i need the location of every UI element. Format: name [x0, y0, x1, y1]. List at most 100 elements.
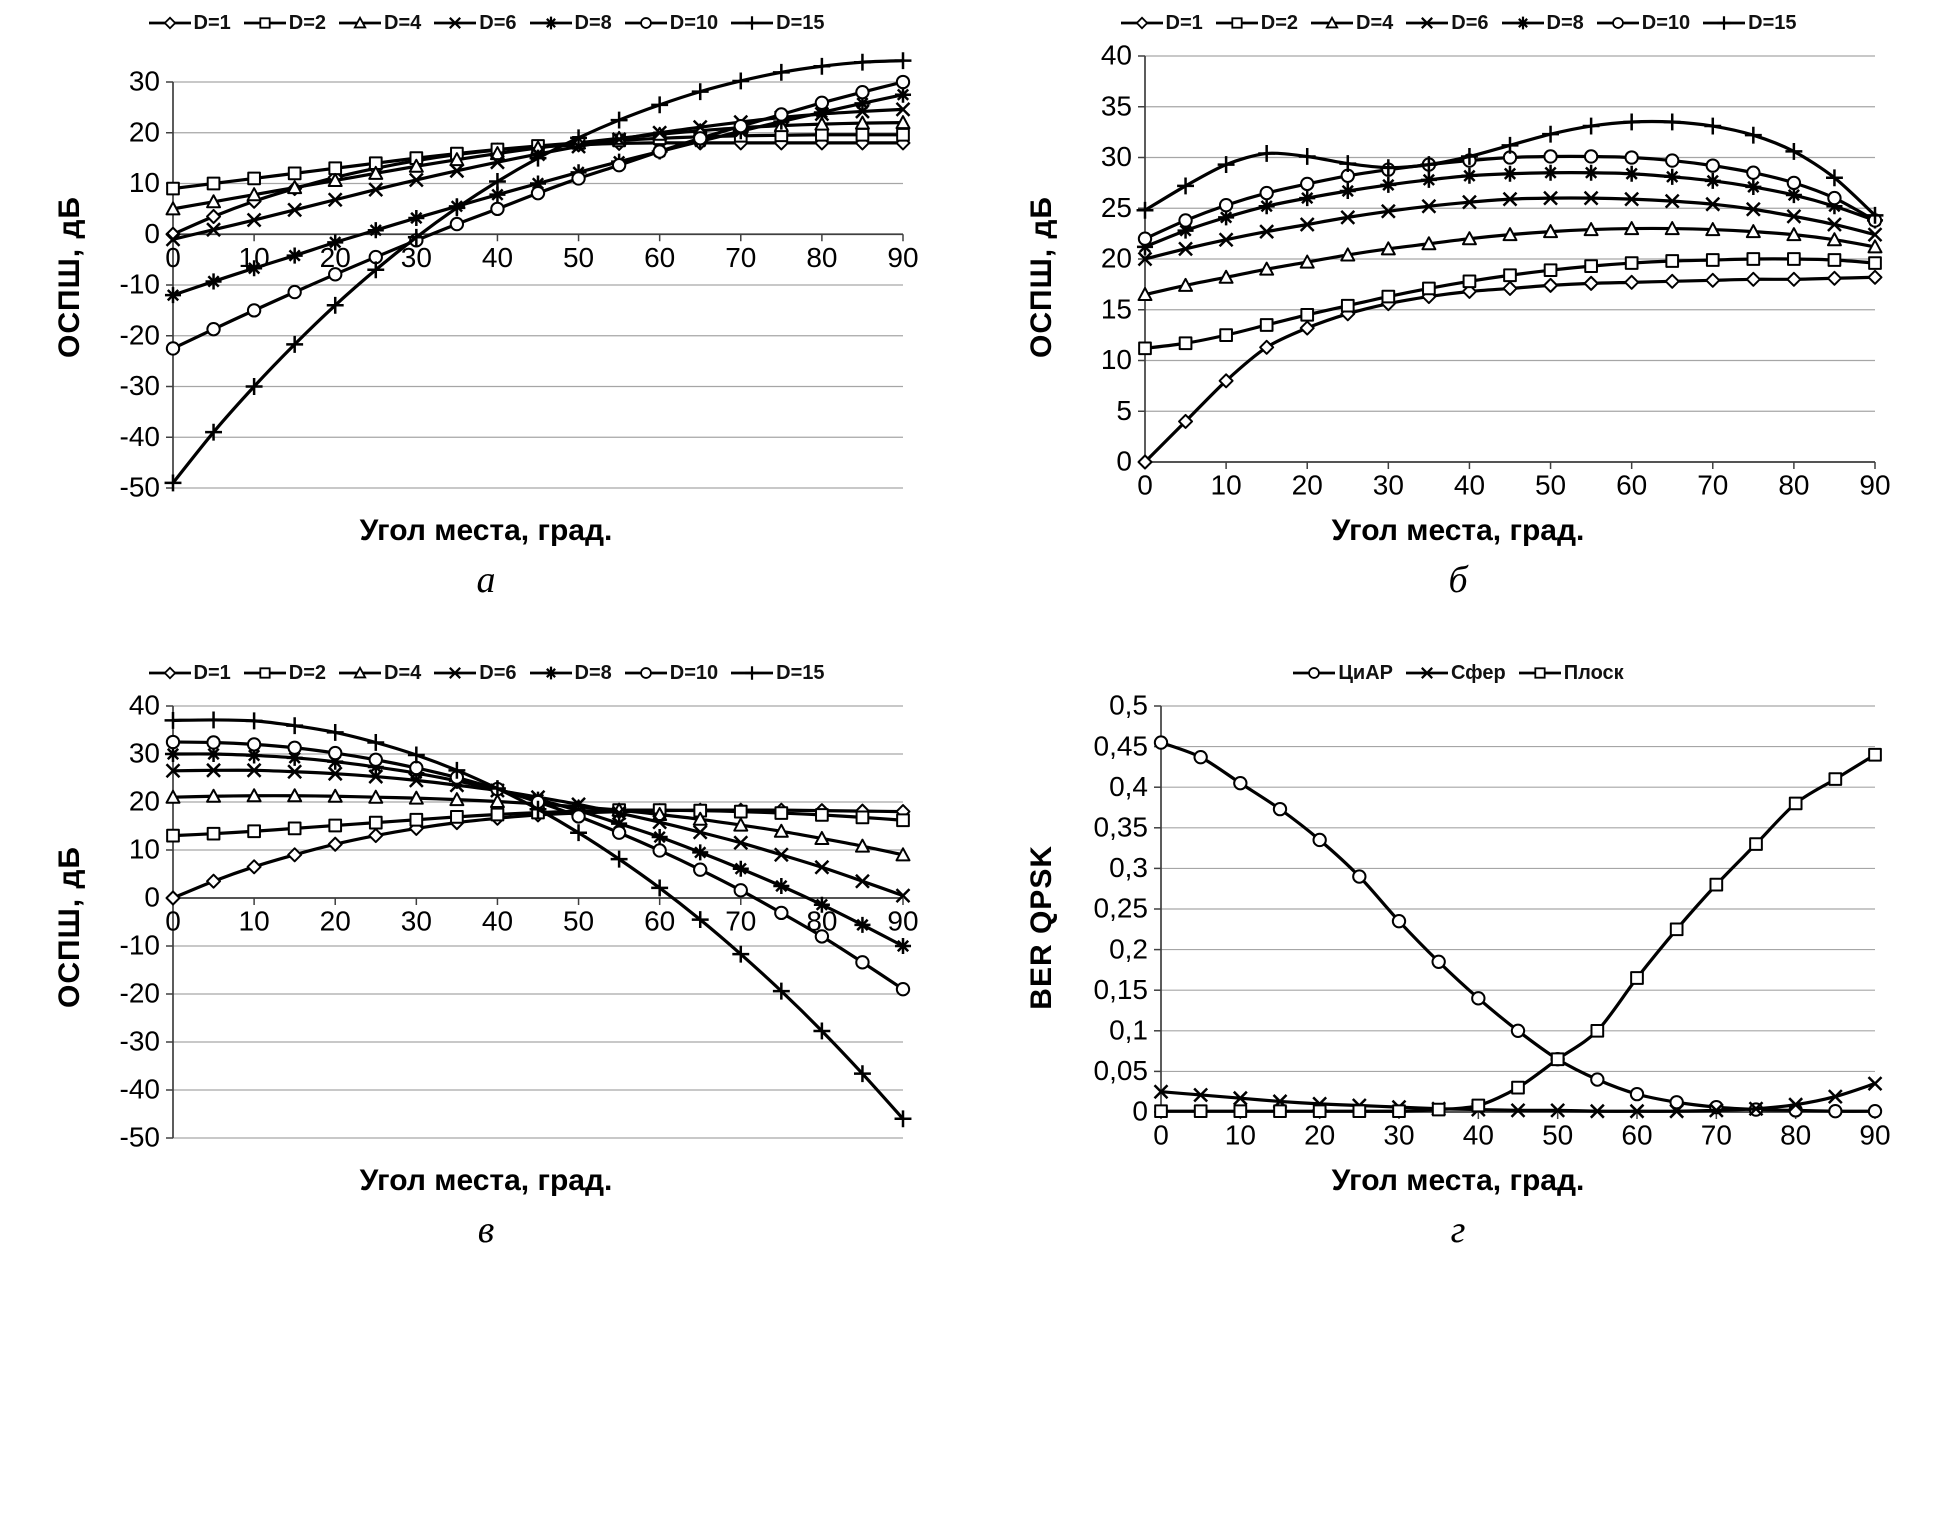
- legend-label: D=4: [384, 11, 422, 34]
- legend-item: D=1: [147, 661, 231, 685]
- legend-item: D=4: [338, 12, 421, 35]
- plot-area: [89, 692, 919, 1162]
- legend-label: D=4: [1356, 11, 1394, 34]
- legend-label: D=10: [669, 661, 719, 684]
- plot-row: BER QPSK: [1025, 692, 1891, 1162]
- legend-label: D=1: [193, 661, 231, 684]
- legend-label: D=2: [288, 11, 326, 34]
- asterisk-marker-icon: [528, 14, 573, 32]
- square-marker-icon: [242, 664, 287, 682]
- plus-marker-icon: [1702, 14, 1747, 32]
- y-axis-title: ОСПШ, дБ: [53, 196, 86, 358]
- triangle-marker-icon: [338, 14, 382, 32]
- diamond-marker-icon: [147, 14, 192, 32]
- x-marker-icon: [1405, 14, 1450, 32]
- subplot-a: D=1 D=2 D=4 D=6 D=8 D=10 D=15 ОСПШ, дБ Угол ме…: [0, 6, 972, 656]
- legend-label: D=10: [1641, 11, 1691, 34]
- legend-label: D=6: [479, 661, 517, 684]
- legend-item: Плоск: [1517, 661, 1624, 685]
- asterisk-marker-icon: [1500, 14, 1545, 32]
- y-axis-title: ОСПШ, дБ: [53, 846, 86, 1008]
- legend-item: D=8: [528, 661, 612, 685]
- legend-item: D=6: [433, 661, 517, 685]
- legend-item: D=10: [1595, 11, 1691, 35]
- circle-marker-icon: [1292, 664, 1337, 682]
- subplot-caption: б: [1448, 559, 1468, 601]
- x-marker-icon: [433, 664, 478, 682]
- legend-label: D=2: [1260, 11, 1298, 34]
- legend-label: D=15: [1748, 11, 1797, 34]
- x-axis-title: Угол места, град.: [359, 1164, 613, 1197]
- x-axis-title: Угол места, град.: [1331, 514, 1585, 547]
- triangle-marker-icon: [338, 664, 382, 682]
- legend-item: D=6: [433, 11, 517, 35]
- legend-item: D=2: [242, 661, 326, 685]
- subplot-caption: а: [476, 559, 496, 601]
- figure-grid: D=1 D=2 D=4 D=6 D=8 D=10 D=15 ОСПШ, дБ Угол ме…: [0, 6, 1944, 1306]
- y-axis-title: BER QPSK: [1025, 844, 1058, 1010]
- legend-item: D=10: [623, 661, 719, 685]
- plot-row: ОСПШ, дБ: [53, 42, 919, 512]
- legend-item: D=2: [242, 11, 326, 35]
- asterisk-marker-icon: [528, 664, 573, 682]
- legend-item: D=2: [1214, 11, 1298, 35]
- plot-area: [89, 42, 919, 512]
- plus-marker-icon: [730, 14, 775, 32]
- square-marker-icon: [1517, 664, 1562, 682]
- plot-area: [1061, 692, 1891, 1162]
- legend-item: Сфер: [1405, 662, 1506, 685]
- square-marker-icon: [242, 14, 287, 32]
- legend-label: D=1: [193, 11, 231, 34]
- x-axis-title: Угол места, град.: [1331, 1164, 1585, 1197]
- subplot-b: D=1 D=2 D=4 D=6 D=8 D=10 D=15 ОСПШ, дБ Угол ме…: [972, 6, 1944, 656]
- legend-label: Плоск: [1563, 661, 1624, 684]
- legend-label: D=1: [1165, 11, 1203, 34]
- x-marker-icon: [433, 14, 478, 32]
- legend-item: D=4: [338, 662, 421, 685]
- plus-marker-icon: [730, 664, 775, 682]
- plot-row: ОСПШ, дБ: [53, 692, 919, 1162]
- circle-marker-icon: [623, 664, 668, 682]
- y-axis-title: ОСПШ, дБ: [1025, 196, 1058, 358]
- plot-area: [1061, 42, 1891, 512]
- legend-item: D=1: [147, 11, 231, 35]
- square-marker-icon: [1214, 14, 1259, 32]
- subplot-v: D=1 D=2 D=4 D=6 D=8 D=10 D=15 ОСПШ, дБ Угол ме…: [0, 656, 972, 1306]
- subplot-g: ЦиАР Сфер Плоск BER QPSK Угол места, град.…: [972, 656, 1944, 1306]
- subplot-caption: г: [1450, 1209, 1466, 1251]
- legend-label: Сфер: [1451, 661, 1506, 684]
- legend-label: D=6: [479, 11, 517, 34]
- legend-label: D=8: [574, 661, 612, 684]
- legend-item: D=4: [1310, 12, 1393, 35]
- legend: D=1 D=2 D=4 D=6 D=8 D=10 D=15: [147, 656, 825, 690]
- circle-marker-icon: [623, 14, 668, 32]
- legend-item: D=1: [1119, 11, 1203, 35]
- diamond-marker-icon: [1119, 14, 1164, 32]
- legend-label: D=8: [1546, 11, 1584, 34]
- legend-item: D=15: [730, 661, 825, 685]
- legend: D=1 D=2 D=4 D=6 D=8 D=10 D=15: [147, 6, 825, 40]
- legend-item: D=15: [730, 11, 825, 35]
- x-axis-title: Угол места, град.: [359, 514, 613, 547]
- legend-label: D=8: [574, 11, 612, 34]
- x-marker-icon: [1405, 664, 1449, 682]
- legend-label: D=10: [669, 11, 719, 34]
- plot-row: ОСПШ, дБ: [1025, 42, 1891, 512]
- legend-item: D=6: [1405, 11, 1489, 35]
- legend: ЦиАР Сфер Плоск: [1292, 656, 1624, 690]
- legend-label: D=15: [776, 661, 825, 684]
- diamond-marker-icon: [147, 664, 192, 682]
- legend: D=1 D=2 D=4 D=6 D=8 D=10 D=15: [1119, 6, 1797, 40]
- legend-item: D=8: [1500, 11, 1584, 35]
- legend-label: D=2: [288, 661, 326, 684]
- legend-item: D=15: [1702, 11, 1797, 35]
- legend-label: ЦиАР: [1338, 661, 1393, 684]
- circle-marker-icon: [1595, 14, 1640, 32]
- legend-item: ЦиАР: [1292, 662, 1393, 685]
- legend-label: D=4: [384, 661, 422, 684]
- triangle-marker-icon: [1310, 14, 1354, 32]
- legend-item: D=8: [528, 11, 612, 35]
- legend-label: D=15: [776, 11, 825, 34]
- legend-item: D=10: [623, 11, 719, 35]
- legend-label: D=6: [1451, 11, 1489, 34]
